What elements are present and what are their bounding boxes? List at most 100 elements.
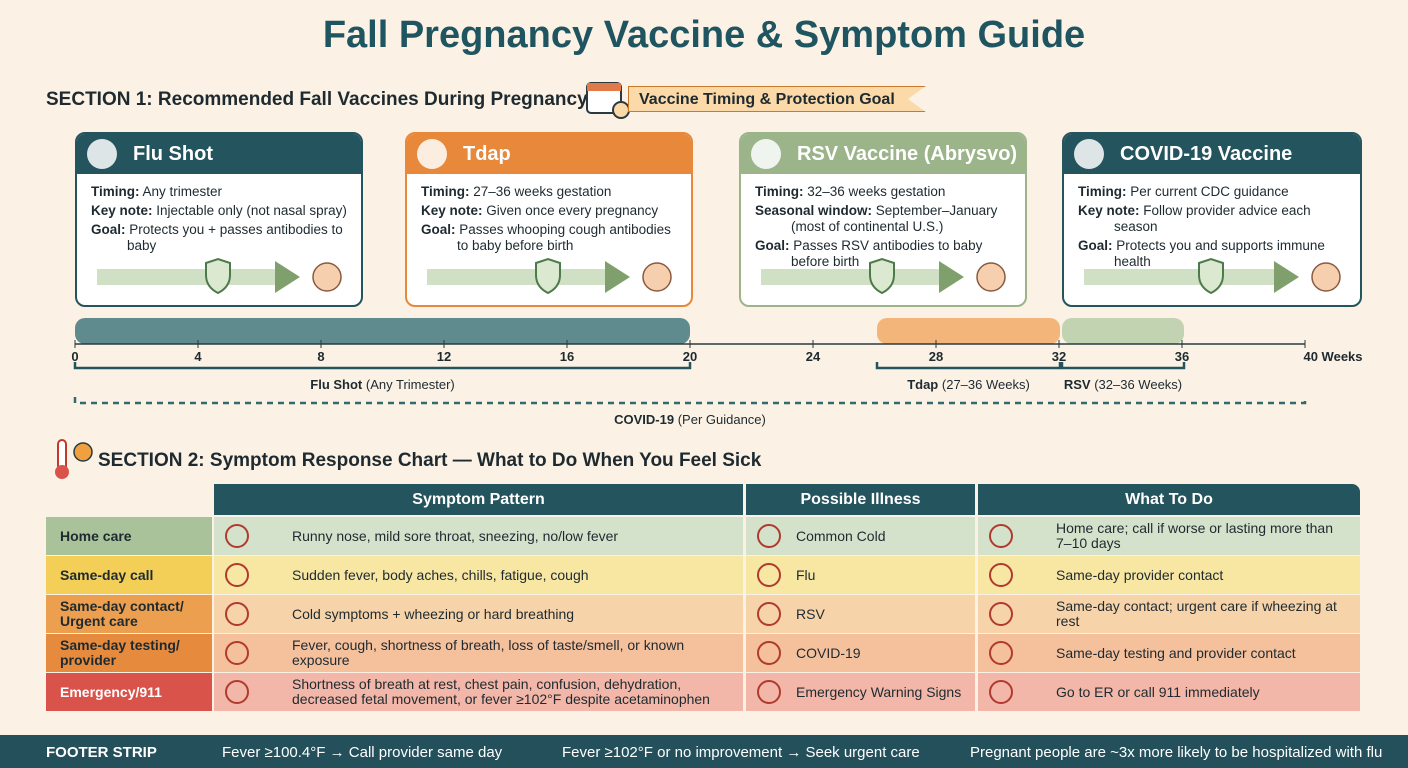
tick-label: 4 bbox=[194, 349, 202, 364]
row-icon bbox=[225, 563, 249, 587]
icon-shape bbox=[757, 602, 781, 626]
vaccine-card: COVID-19 Vaccine Timing: Per current CDC … bbox=[1062, 132, 1362, 307]
row-label: Seasonal window: bbox=[755, 203, 873, 218]
card-header: Flu Shot bbox=[77, 134, 361, 174]
arrow-body bbox=[427, 269, 605, 285]
icon-shape bbox=[757, 524, 781, 548]
baby-icon bbox=[1311, 262, 1341, 292]
card-row: Goal: Passes whooping cough antibodies t… bbox=[421, 222, 677, 254]
table-cell: Shortness of breath at rest, chest pain,… bbox=[214, 673, 743, 711]
row-text: 32–36 weeks gestation bbox=[807, 184, 946, 199]
tick-label: 36 bbox=[1174, 349, 1190, 364]
icon-shape bbox=[989, 563, 1013, 587]
footer: FOOTER STRIP Fever ≥100.4°F → Call provid… bbox=[0, 735, 1408, 768]
row-level: Home care bbox=[46, 517, 212, 555]
tdap-bar bbox=[877, 318, 1060, 344]
bracket bbox=[875, 362, 1062, 370]
row-label: Key note: bbox=[1078, 203, 1140, 218]
tick-label: 32 bbox=[1051, 349, 1067, 364]
card-row: Key note: Injectable only (not nasal spr… bbox=[91, 203, 347, 219]
row-text: Given once every pregnancy bbox=[486, 203, 659, 218]
card-title: Flu Shot bbox=[133, 143, 213, 165]
vaccine-card: Tdap Timing: 27–36 weeks gestation Key not… bbox=[405, 132, 693, 307]
row-icon bbox=[757, 680, 781, 704]
arrow-head bbox=[275, 261, 300, 293]
card-body: Timing: 32–36 weeks gestation Seasonal wi… bbox=[741, 174, 1025, 270]
arrow-head bbox=[1274, 261, 1299, 293]
row-label: Goal: bbox=[91, 222, 126, 237]
bar-note: (Any Trimester) bbox=[365, 377, 455, 392]
rsv-bar bbox=[1062, 318, 1184, 344]
table-cell: Same-day contact; urgent care if wheezin… bbox=[978, 595, 1360, 633]
tick-label: 12 bbox=[436, 349, 452, 364]
row-icon bbox=[989, 524, 1013, 548]
baby-icon bbox=[312, 262, 342, 292]
table-cell: Cold symptoms + wheezing or hard breathi… bbox=[214, 595, 743, 633]
footer-item: Fever ≥102°F or no improvement → Seek ur… bbox=[562, 744, 920, 761]
icon-shape bbox=[225, 602, 249, 626]
vaccine-card: Flu Shot Timing: Any trimester Key note: I… bbox=[75, 132, 363, 307]
icon-shape bbox=[989, 524, 1013, 548]
bar-note: (27–36 Weeks) bbox=[941, 377, 1030, 392]
card-header: RSV Vaccine (Abrysvo) bbox=[741, 134, 1025, 174]
card-body: Timing: Per current CDC guidance Key note… bbox=[1064, 174, 1360, 270]
tick-label: 24 bbox=[805, 349, 821, 364]
card-row: Goal: Protects you and supports immune h… bbox=[1078, 238, 1346, 270]
cell-text: Common Cold bbox=[796, 527, 886, 544]
protection-graphic bbox=[97, 257, 342, 295]
cell-text: Shortness of breath at rest, chest pain,… bbox=[292, 676, 710, 707]
row-text: Per current CDC guidance bbox=[1130, 184, 1289, 199]
column-header: What To Do bbox=[978, 484, 1360, 515]
column-header: Possible Illness bbox=[746, 484, 975, 515]
cell-text: Cold symptoms + wheezing or hard breathi… bbox=[292, 605, 575, 622]
icon-shape bbox=[1074, 139, 1104, 169]
row-level: Emergency/911 bbox=[46, 673, 212, 711]
icon-shape bbox=[989, 680, 1013, 704]
row-level: Same-day contact/ Urgent care bbox=[46, 595, 212, 633]
bracket bbox=[1060, 362, 1186, 370]
row-label: Timing: bbox=[755, 184, 804, 199]
icon-shape bbox=[225, 563, 249, 587]
bar-label: RSV (32–36 Weeks) bbox=[1064, 377, 1182, 392]
section-title: SECTION 1: Recommended Fall Vaccines Dur… bbox=[46, 89, 588, 110]
card-row: Timing: 32–36 weeks gestation bbox=[755, 184, 1011, 200]
icon-shape bbox=[751, 139, 781, 169]
row-label: Timing: bbox=[91, 184, 140, 199]
row-icon bbox=[757, 602, 781, 626]
card-icon bbox=[87, 139, 117, 169]
cell-text: Emergency Warning Signs bbox=[796, 683, 962, 700]
baby-icon bbox=[976, 262, 1006, 292]
table-cell: Same-day provider contact bbox=[978, 556, 1360, 594]
card-row: Timing: Per current CDC guidance bbox=[1078, 184, 1346, 200]
row-label: Timing: bbox=[421, 184, 470, 199]
card-row: Timing: 27–36 weeks gestation bbox=[421, 184, 677, 200]
row-label: Timing: bbox=[1078, 184, 1127, 199]
card-row: Goal: Protects you + passes antibodies t… bbox=[91, 222, 347, 254]
card-header: COVID-19 Vaccine bbox=[1064, 134, 1360, 174]
table-cell: Same-day testing and provider contact bbox=[978, 634, 1360, 672]
row-icon bbox=[757, 524, 781, 548]
arrow-body bbox=[1084, 269, 1274, 285]
footer-item: Fever ≥100.4°F → Call provider same day bbox=[222, 744, 503, 761]
row-level: Same-day testing/ provider bbox=[46, 634, 212, 672]
arrow-head bbox=[939, 261, 964, 293]
cell-text: Go to ER or call 911 immediately bbox=[1056, 683, 1260, 700]
icon-shape bbox=[225, 641, 249, 665]
row-label: Key note: bbox=[91, 203, 153, 218]
cell-text: Flu bbox=[796, 566, 816, 583]
row-icon bbox=[989, 680, 1013, 704]
row-icon bbox=[989, 602, 1013, 626]
footer-item: Pregnant people are ~3x more likely to b… bbox=[970, 744, 1383, 761]
table-cell: RSV bbox=[746, 595, 975, 633]
card-row: Key note: Given once every pregnancy bbox=[421, 203, 677, 219]
card-icon bbox=[751, 139, 781, 169]
row-text: Protects you and supports immune health bbox=[1114, 238, 1325, 269]
badge: Vaccine Timing & Protection Goal bbox=[628, 86, 926, 112]
row-icon bbox=[225, 680, 249, 704]
bar-note: (Per Guidance) bbox=[677, 412, 766, 427]
row-icon bbox=[225, 641, 249, 665]
cell-text: Same-day provider contact bbox=[1056, 566, 1224, 583]
shield bbox=[869, 257, 895, 295]
cell-text: Home care; call if worse or lasting more… bbox=[1056, 520, 1333, 551]
